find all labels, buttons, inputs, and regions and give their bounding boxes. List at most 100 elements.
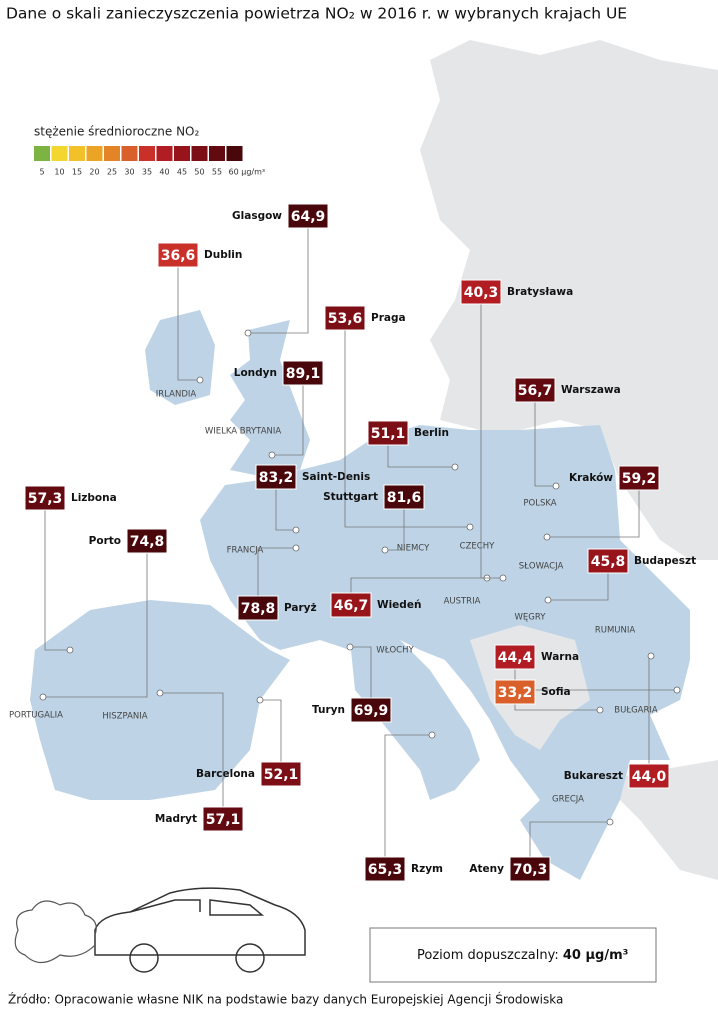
city-name: Bratysława (507, 286, 573, 298)
value-box (324, 305, 366, 331)
legend-swatch (121, 146, 138, 161)
eu-land (30, 600, 290, 800)
leader-line (534, 402, 556, 487)
legend-tick-label: 30 (124, 168, 134, 177)
leader-line (384, 734, 432, 857)
value-box (202, 806, 244, 832)
value-label: 70,3 (513, 862, 548, 878)
city-name: Sofia (541, 686, 571, 698)
city-name: Londyn (234, 367, 277, 379)
value-label: 45,8 (591, 554, 626, 570)
legend: stężenie średnioroczne NO₂ 5 10 15 20 25 30 35… (34, 125, 265, 177)
city-dot (673, 686, 681, 694)
value-box (237, 595, 279, 621)
country-label: WĘGRY (515, 613, 547, 623)
leader-line (385, 509, 405, 551)
value-box (509, 856, 551, 882)
country-label: IRLANDIA (156, 390, 197, 400)
city-name: Ateny (469, 863, 504, 875)
city-dot (292, 526, 300, 534)
city-dot (647, 652, 655, 660)
value-box (330, 592, 372, 618)
eu-land (350, 640, 480, 800)
legend-swatch (69, 146, 85, 161)
value-box (287, 203, 329, 229)
legend-tick-label: 35 (142, 168, 152, 177)
city-dot (196, 376, 204, 384)
city-name: Wiedeń (377, 599, 421, 611)
value-label: 33,2 (498, 685, 533, 701)
city-name: Glasgow (232, 210, 282, 222)
value-label: 64,9 (291, 209, 326, 225)
value-box (494, 679, 536, 705)
city-dot (596, 706, 604, 714)
legend-swatch (51, 146, 68, 161)
city-dot (268, 451, 276, 459)
city-dot (381, 546, 389, 554)
car-icon (94, 887, 306, 973)
legend-tick-label: 20 (89, 168, 99, 177)
eu-land (230, 320, 310, 475)
value-box (514, 377, 556, 403)
city-dot (428, 731, 436, 739)
value-box (494, 644, 536, 670)
country-label: POLSKA (523, 499, 556, 509)
value-label: 56,7 (518, 383, 553, 399)
city-name: Berlin (414, 427, 449, 439)
country-label: CZECHY (460, 542, 495, 552)
legend-title: stężenie średnioroczne NO₂ (34, 125, 199, 139)
legend-swatch (191, 146, 208, 161)
city-dot (256, 696, 264, 704)
city-dot (606, 818, 614, 826)
city-dot (543, 533, 551, 541)
country-label: NIEMCY (397, 544, 430, 554)
value-box (24, 485, 66, 511)
value-label: 69,9 (354, 703, 389, 719)
legend-swatch (174, 146, 190, 161)
leader-line (272, 385, 304, 456)
limit-label: Poziom dopuszczalny: (417, 948, 559, 963)
city-name: Paryż (284, 602, 317, 614)
limit-text: Poziom dopuszczalny: 40 µg/m³ (417, 948, 628, 963)
city-dot (499, 574, 507, 582)
city-dot (346, 643, 354, 651)
city-name: Turyn (312, 704, 345, 716)
value-box (350, 697, 392, 723)
city-dot (544, 596, 552, 604)
leader-line (260, 699, 282, 762)
city-name: Madryt (155, 813, 197, 825)
value-label: 83,2 (259, 470, 294, 486)
city-dot (292, 544, 300, 552)
city-name: Kraków (569, 472, 613, 484)
leader-line (547, 490, 640, 538)
legend-swatch (226, 146, 243, 161)
city-name: Praga (371, 312, 406, 324)
leader-line (548, 573, 609, 601)
value-label: 81,6 (387, 490, 422, 506)
country-label: BUŁGARIA (614, 706, 658, 716)
leader-line (514, 704, 600, 711)
value-label: 78,8 (241, 601, 276, 617)
country-label: WIELKA BRYTANIA (205, 427, 282, 437)
value-label: 40,3 (464, 285, 499, 301)
value-label: 57,1 (206, 812, 241, 828)
leader-line (480, 304, 503, 579)
value-label: 52,1 (264, 767, 299, 783)
city-name: Dublin (204, 249, 242, 261)
city-dot (451, 463, 459, 471)
value-label: 59,2 (622, 471, 657, 487)
city-name: Barcelona (196, 768, 255, 780)
value-box (255, 464, 297, 490)
leader-line (275, 489, 296, 531)
legend-swatch (104, 146, 120, 161)
legend-swatch (156, 146, 173, 161)
city-name: Rzym (411, 863, 443, 875)
city-name: Lizbona (71, 492, 117, 504)
country-label: FRANCJA (227, 546, 264, 556)
leader-line (344, 330, 470, 528)
value-box (282, 360, 324, 386)
title: Dane o skali zanieczyszczenia powietrza … (6, 5, 627, 23)
country-label: AUSTRIA (444, 597, 481, 607)
leader-line (350, 646, 372, 698)
